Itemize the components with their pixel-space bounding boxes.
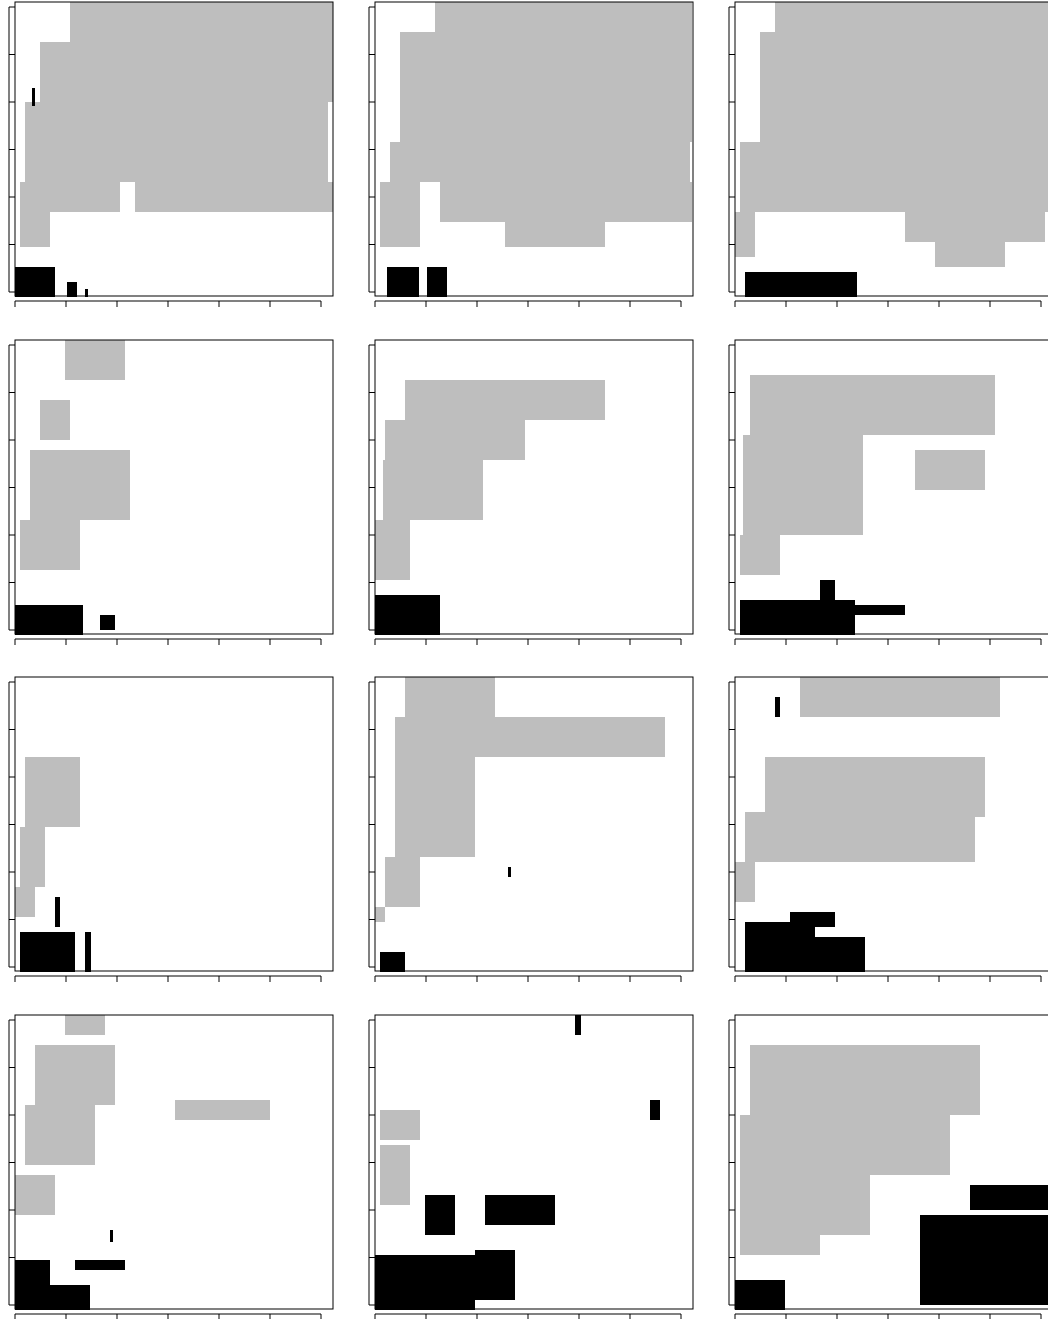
black-cells xyxy=(100,615,115,630)
gray-cells xyxy=(390,142,690,182)
gray-cells xyxy=(35,1045,115,1105)
gray-cells xyxy=(25,757,80,827)
black-cells xyxy=(650,1100,660,1120)
black-cells xyxy=(735,1280,785,1310)
black-cells xyxy=(67,282,77,297)
black-cells xyxy=(425,1195,455,1235)
black-cells xyxy=(375,1255,475,1310)
gray-cells xyxy=(765,757,985,817)
gray-cells xyxy=(135,182,333,212)
black-cells xyxy=(32,88,35,106)
gray-cells xyxy=(435,2,692,32)
black-cells xyxy=(15,605,83,635)
gray-cells xyxy=(740,1235,820,1255)
gray-cells xyxy=(25,102,328,182)
black-cells xyxy=(110,1230,113,1242)
gray-cells xyxy=(375,520,410,580)
gray-cells xyxy=(65,1015,105,1035)
gray-cells xyxy=(740,142,1048,212)
gray-cells xyxy=(20,182,120,212)
gray-cells xyxy=(400,32,692,142)
black-cells xyxy=(745,922,815,972)
gray-cells xyxy=(385,857,420,907)
gray-cells xyxy=(375,907,385,922)
black-cells xyxy=(20,932,75,972)
black-cells xyxy=(920,1215,1048,1305)
gray-cells xyxy=(505,222,605,247)
gray-cells xyxy=(395,757,475,857)
gray-cells xyxy=(25,1105,95,1165)
gray-cells xyxy=(385,420,525,460)
gray-cells xyxy=(750,1045,980,1115)
gray-cells xyxy=(935,242,1005,267)
gray-cells xyxy=(740,535,780,575)
black-cells xyxy=(790,912,835,927)
black-cells xyxy=(745,272,857,297)
black-cells xyxy=(85,932,91,972)
black-cells xyxy=(840,605,905,615)
black-cells xyxy=(475,1250,515,1300)
black-cells xyxy=(380,952,405,972)
gray-cells xyxy=(743,435,863,535)
gray-cells xyxy=(380,1110,420,1140)
gray-cells xyxy=(20,827,45,887)
black-cells xyxy=(815,937,865,972)
gray-cells xyxy=(735,862,755,902)
black-cells xyxy=(485,1195,555,1225)
gray-cells xyxy=(395,717,665,757)
gray-cells xyxy=(380,182,420,247)
gray-cells xyxy=(405,677,495,717)
gray-cells xyxy=(65,340,125,380)
gray-cells xyxy=(175,1100,270,1120)
black-cells xyxy=(15,267,55,297)
gray-cells xyxy=(760,32,1048,142)
gray-cells xyxy=(740,1175,870,1235)
gray-cells xyxy=(40,42,333,102)
gray-cells xyxy=(380,1145,410,1205)
gray-cells xyxy=(30,450,130,520)
gray-cells xyxy=(70,2,333,42)
gray-cells xyxy=(40,400,70,440)
gray-cells xyxy=(15,1175,55,1215)
black-cells xyxy=(740,600,855,635)
black-cells xyxy=(85,289,88,297)
gray-cells xyxy=(440,182,692,222)
black-cells xyxy=(55,897,60,927)
gray-cells xyxy=(740,1115,950,1175)
gray-cells xyxy=(745,812,975,862)
gray-cells xyxy=(775,2,1048,32)
black-cells xyxy=(775,697,780,717)
gray-cells xyxy=(735,212,755,257)
gray-cells xyxy=(800,677,1000,717)
black-cells xyxy=(427,267,447,297)
black-cells xyxy=(820,580,835,605)
black-cells xyxy=(75,1260,125,1270)
black-cells xyxy=(30,1285,90,1310)
black-cells xyxy=(508,867,511,877)
black-cells xyxy=(387,267,419,297)
gray-cells xyxy=(905,212,1045,242)
gray-cells xyxy=(383,460,483,520)
gray-cells xyxy=(405,380,605,420)
gray-cells xyxy=(750,375,995,435)
black-cells xyxy=(970,1185,1048,1210)
black-cells xyxy=(575,1015,581,1035)
gray-cells xyxy=(20,212,50,247)
gray-cells xyxy=(15,887,35,917)
gray-cells xyxy=(915,450,985,490)
black-cells xyxy=(375,595,440,635)
gray-cells xyxy=(20,520,80,570)
